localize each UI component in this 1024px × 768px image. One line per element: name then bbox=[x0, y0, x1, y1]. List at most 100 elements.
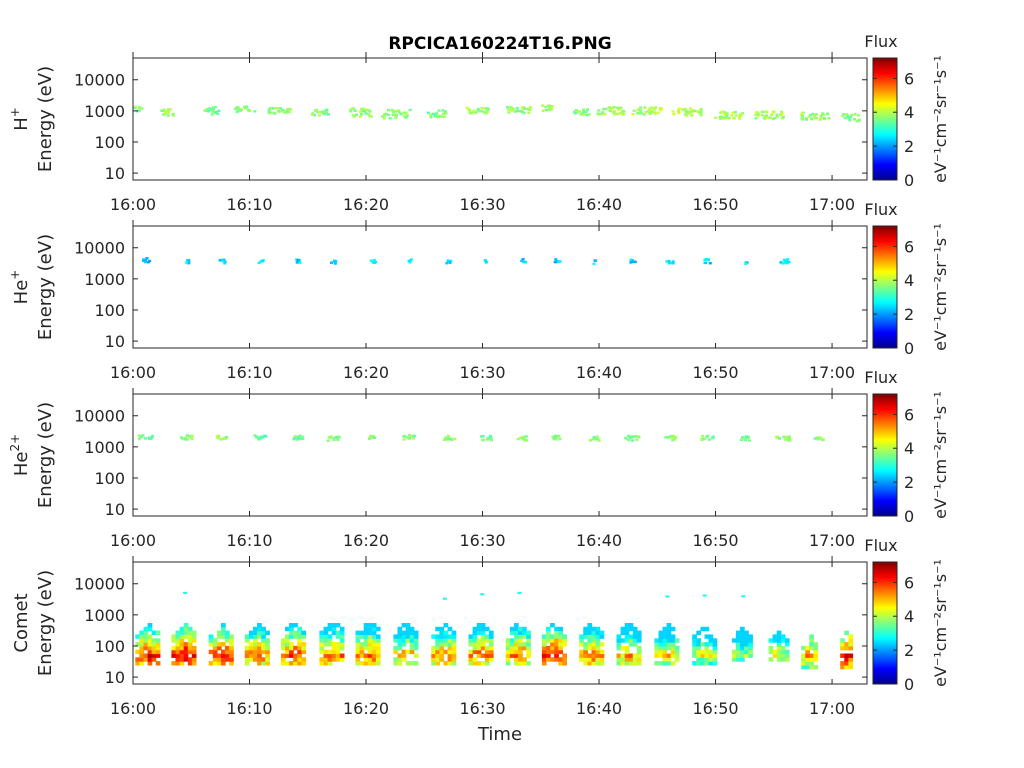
flux-cell bbox=[327, 649, 333, 655]
flux-cell bbox=[562, 638, 567, 643]
flux-cell bbox=[402, 114, 406, 118]
flux-cell bbox=[484, 626, 490, 632]
flux-cell bbox=[591, 642, 597, 647]
flux-cell bbox=[700, 626, 706, 632]
flux-cell bbox=[486, 438, 490, 441]
flux-cell bbox=[712, 657, 718, 662]
flux-cell bbox=[397, 653, 403, 658]
colorbar-tick-label: 4 bbox=[904, 103, 914, 122]
flux-cell bbox=[179, 630, 185, 635]
flux-cell bbox=[696, 649, 701, 655]
flux-cell bbox=[481, 435, 485, 438]
flux-cell bbox=[484, 645, 490, 651]
flux-cell bbox=[261, 638, 266, 643]
flux-cell bbox=[212, 661, 218, 666]
flux-cell bbox=[628, 626, 634, 632]
flux-cell bbox=[179, 657, 185, 662]
flux-cell bbox=[480, 630, 486, 635]
flux-cell bbox=[732, 117, 736, 120]
flux-cell bbox=[447, 657, 453, 662]
flux-cell bbox=[510, 109, 514, 112]
flux-cell bbox=[666, 436, 670, 439]
flux-cell bbox=[225, 649, 230, 655]
flux-cell bbox=[636, 634, 642, 639]
flux-cell bbox=[587, 642, 593, 647]
flux-cell bbox=[431, 661, 436, 666]
flux-cell bbox=[285, 634, 290, 639]
flux-cell bbox=[301, 437, 305, 440]
flux-cell bbox=[595, 435, 599, 438]
flux-cell bbox=[191, 649, 197, 655]
flux-cell bbox=[319, 634, 325, 639]
flux-cell bbox=[413, 661, 419, 666]
flux-cell bbox=[431, 645, 436, 651]
flux-cell bbox=[221, 634, 226, 639]
flux-cell bbox=[480, 653, 486, 658]
flux-cell bbox=[708, 634, 714, 639]
flux-cell bbox=[708, 661, 714, 666]
flux-cell bbox=[405, 630, 411, 635]
flux-cell bbox=[583, 626, 588, 632]
flux-cell bbox=[409, 649, 415, 655]
flux-cell bbox=[363, 630, 369, 635]
flux-cell bbox=[191, 634, 197, 639]
flux-cell bbox=[735, 642, 741, 647]
flux-cell bbox=[243, 105, 247, 109]
flux-cell bbox=[632, 657, 638, 662]
colorbar-tick-label: 2 bbox=[904, 641, 914, 660]
flux-cell bbox=[622, 109, 626, 113]
flux-cell bbox=[187, 649, 193, 655]
flux-cell bbox=[151, 657, 157, 662]
flux-cell bbox=[761, 110, 765, 114]
flux-cell bbox=[776, 638, 782, 643]
flux-cell bbox=[443, 661, 449, 666]
flux-cell bbox=[257, 630, 262, 635]
flux-cell bbox=[139, 653, 145, 658]
flux-cell bbox=[413, 634, 419, 639]
flux-cell bbox=[558, 638, 563, 643]
flux-cell bbox=[175, 630, 181, 635]
flux-cell bbox=[367, 649, 373, 655]
flux-cell bbox=[809, 645, 814, 651]
flux-cell bbox=[522, 630, 527, 635]
flux-cell bbox=[135, 634, 140, 639]
flux-cell bbox=[443, 630, 449, 635]
flux-cell bbox=[355, 634, 361, 639]
flux-cell bbox=[476, 649, 482, 655]
flux-cell bbox=[826, 112, 830, 115]
flux-cell bbox=[488, 657, 494, 662]
flux-cell bbox=[472, 630, 478, 635]
flux-cell bbox=[179, 653, 185, 658]
flux-cell bbox=[333, 262, 337, 265]
flux-cell bbox=[554, 649, 559, 655]
flux-cell bbox=[720, 110, 724, 113]
flux-cell bbox=[642, 113, 646, 116]
flux-cell bbox=[371, 634, 377, 639]
flux-cell bbox=[772, 649, 778, 655]
flux-cell bbox=[744, 634, 749, 639]
flux-cell bbox=[451, 634, 457, 639]
flux-cell bbox=[248, 645, 254, 651]
flux-cell bbox=[853, 113, 857, 116]
flux-cell bbox=[587, 113, 591, 116]
flux-cell bbox=[401, 634, 407, 639]
colorbar-tick-label: 6 bbox=[904, 237, 914, 256]
flux-cell bbox=[666, 645, 672, 651]
flux-cell bbox=[488, 634, 494, 639]
flux-cell bbox=[225, 645, 230, 651]
flux-cell bbox=[371, 645, 377, 651]
flux-cell bbox=[514, 645, 519, 651]
flux-cell bbox=[369, 259, 373, 262]
flux-cell bbox=[408, 108, 412, 112]
flux-cell bbox=[339, 626, 345, 632]
flux-cell bbox=[371, 649, 377, 655]
flux-cell bbox=[293, 435, 297, 438]
flux-cell bbox=[397, 645, 403, 651]
flux-cell bbox=[509, 630, 515, 635]
flux-cell bbox=[735, 645, 741, 651]
flux-cell bbox=[446, 434, 450, 438]
flux-cell bbox=[662, 649, 668, 655]
flux-cell bbox=[335, 645, 341, 651]
flux-cell bbox=[486, 437, 490, 440]
x-tick-label: 16:20 bbox=[343, 699, 389, 718]
